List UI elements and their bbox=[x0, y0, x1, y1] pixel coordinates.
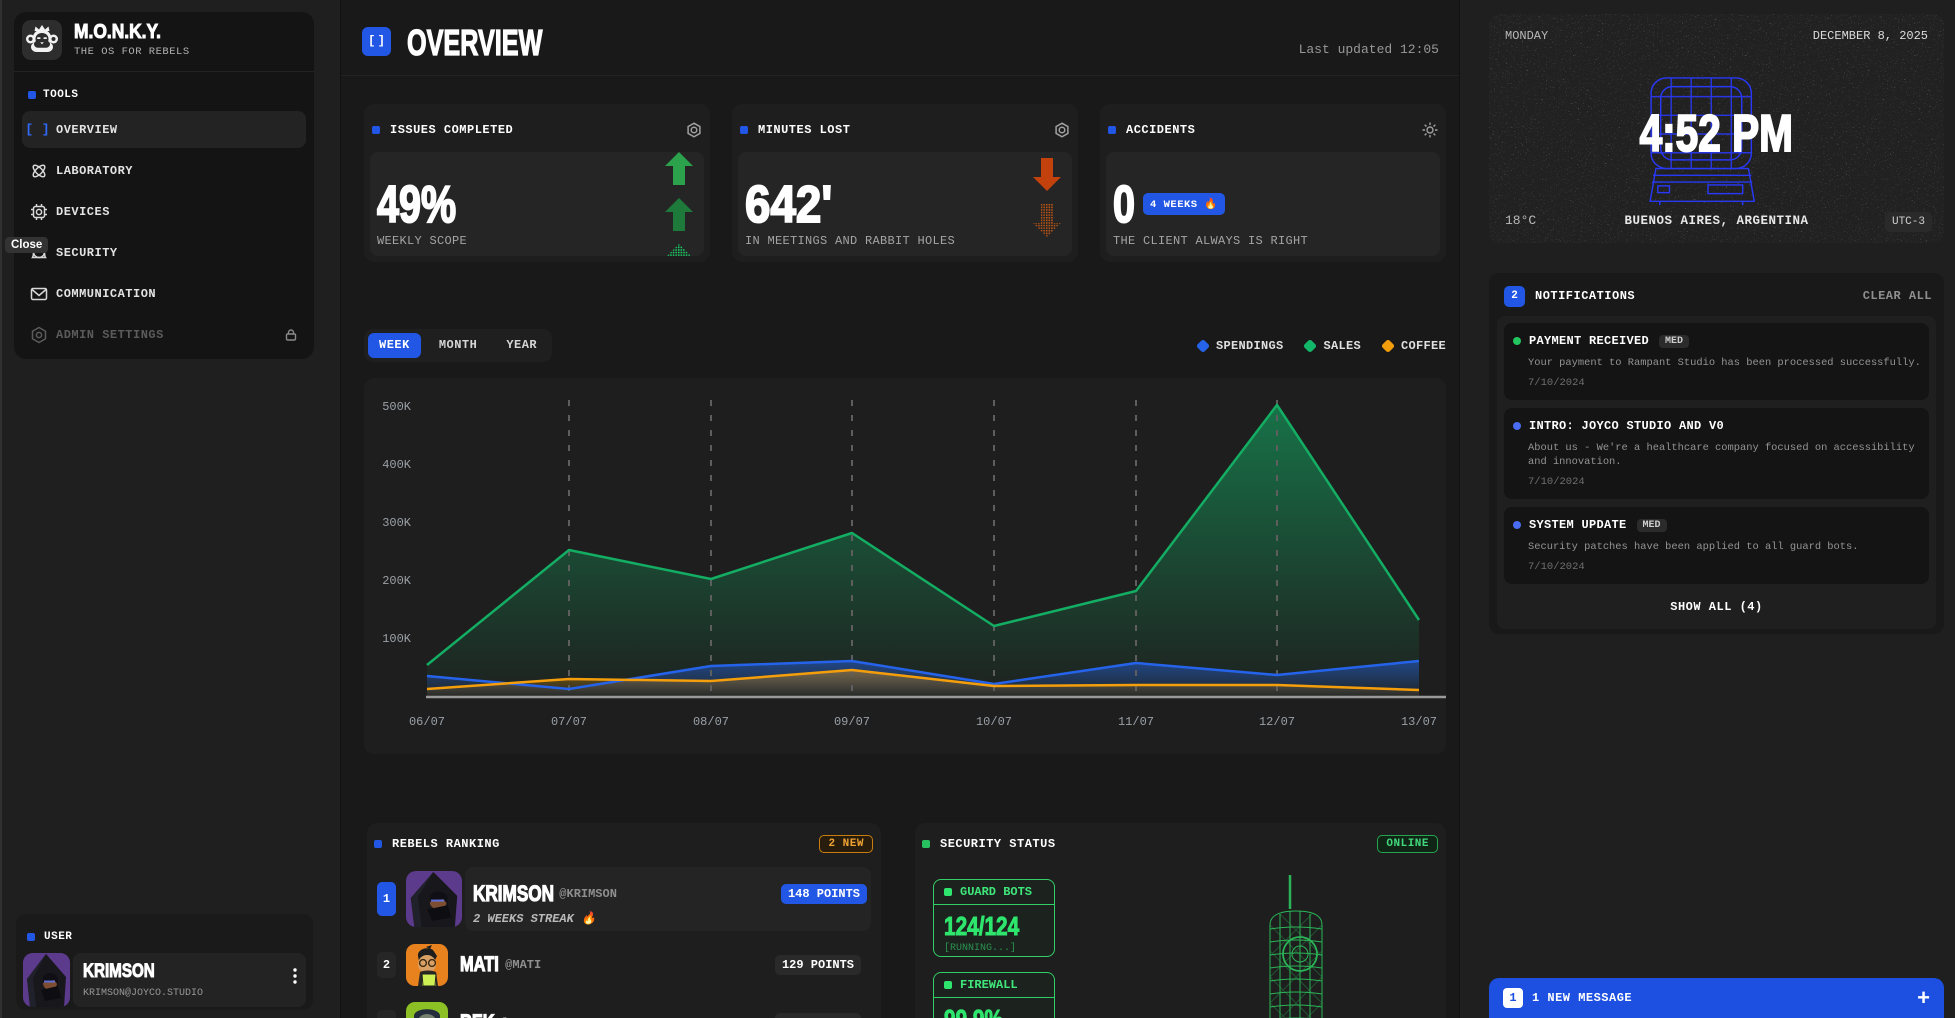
svg-text:07/07: 07/07 bbox=[551, 715, 587, 729]
svg-text:400K: 400K bbox=[382, 458, 412, 472]
svg-text:12/07: 12/07 bbox=[1259, 715, 1295, 729]
svg-text:11/07: 11/07 bbox=[1118, 715, 1154, 729]
svg-text:08/07: 08/07 bbox=[693, 715, 729, 729]
svg-text:200K: 200K bbox=[382, 574, 412, 588]
svg-text:500K: 500K bbox=[382, 400, 412, 414]
svg-text:300K: 300K bbox=[382, 516, 412, 530]
svg-text:09/07: 09/07 bbox=[834, 715, 870, 729]
svg-text:13/07: 13/07 bbox=[1401, 715, 1437, 729]
svg-text:100K: 100K bbox=[382, 632, 412, 646]
svg-text:10/07: 10/07 bbox=[976, 715, 1012, 729]
svg-text:06/07: 06/07 bbox=[409, 715, 445, 729]
